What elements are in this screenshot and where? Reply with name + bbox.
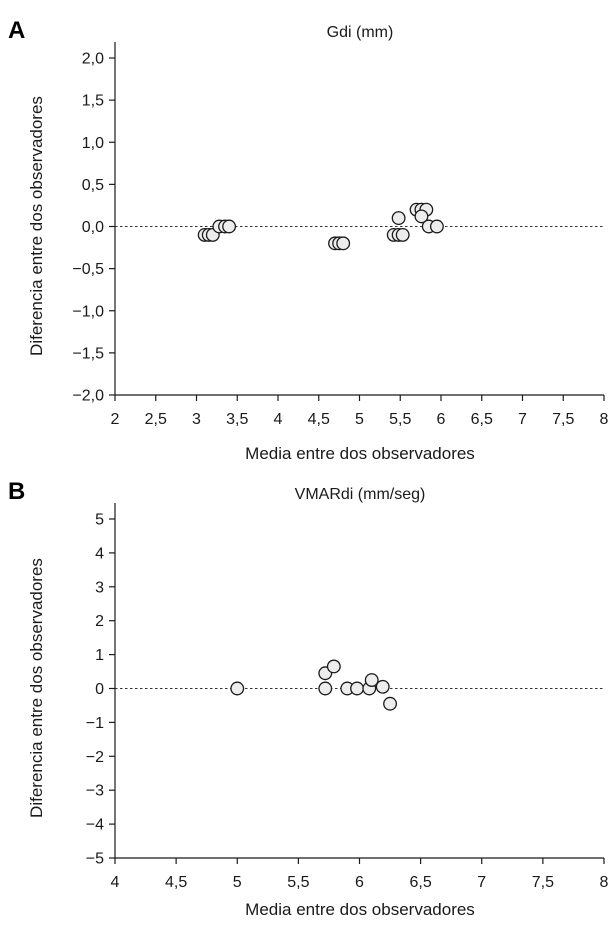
y-tick-label: −1,5 [72, 345, 104, 362]
x-axis-label: Media entre dos observadores [245, 444, 475, 463]
x-tick-label: 5 [233, 874, 242, 891]
y-tick-label: 0,5 [82, 177, 104, 194]
data-points [197, 202, 444, 251]
y-axis-label: Diferencia entre dos observadores [27, 96, 46, 356]
x-axis-label: Media entre dos observadores [245, 900, 475, 919]
y-tick-label: 2 [95, 613, 104, 630]
y-tick-label: 5 [95, 512, 104, 529]
data-point [222, 219, 237, 234]
x-tick-label: 4,5 [308, 411, 330, 428]
data-point [383, 696, 398, 711]
chart-title: Gdi (mm) [327, 24, 394, 41]
x-tick-label: 6 [437, 411, 446, 428]
y-tick-label: 3 [95, 579, 104, 596]
x-tick-label: 2,5 [145, 411, 167, 428]
x-tick-label: 8 [600, 411, 609, 428]
x-tick-label: 8 [600, 874, 609, 891]
y-tick-label: 4 [95, 545, 104, 562]
data-point [350, 681, 365, 696]
y-tick-label: −1 [86, 715, 104, 732]
y-tick-label: −0,5 [72, 261, 104, 278]
x-tick-label: 7 [518, 411, 527, 428]
x-tick-label: 4 [274, 411, 283, 428]
x-tick-label: 4,5 [165, 874, 187, 891]
x-tick-label: 7,5 [552, 411, 574, 428]
y-tick-label: 1,5 [82, 93, 104, 110]
data-point [429, 219, 444, 234]
axis-ticks: 5 4 3 2 1 0 −1 −2 −3 −4 −5 4 4,5 5 5,5 6 6,5 7 7,5 8 [86, 503, 609, 891]
x-tick-label: 5,5 [389, 411, 411, 428]
panel-letter: B [8, 478, 25, 505]
data-point [318, 681, 333, 696]
y-tick-label: −5 [86, 851, 104, 868]
data-point [364, 673, 379, 687]
x-tick-label: 6,5 [471, 411, 493, 428]
chart-title: VMARdi (mm/seg) [295, 486, 426, 503]
y-tick-label: 0 [95, 681, 104, 698]
x-tick-label: 7,5 [532, 874, 554, 891]
y-tick-label: −2 [86, 749, 104, 766]
data-point [375, 679, 390, 694]
y-tick-label: 1 [95, 647, 104, 664]
data-point [326, 659, 341, 674]
data-point [414, 209, 429, 224]
panel-b: B VMARdi (mm/seg) Diferencia entre dos o… [8, 478, 609, 919]
y-tick-label: −1,0 [72, 303, 104, 320]
x-tick-label: 5 [355, 411, 364, 428]
x-tick-label: 5,5 [287, 874, 309, 891]
y-axis-label: Diferencia entre dos observadores [27, 558, 46, 818]
y-tick-label: 1,0 [82, 135, 104, 152]
x-tick-label: 3 [192, 411, 201, 428]
data-point [336, 236, 351, 251]
x-tick-label: 6,5 [410, 874, 432, 891]
x-tick-label: 7 [477, 874, 486, 891]
panel-letter: A [8, 17, 25, 44]
data-points [230, 659, 398, 711]
x-tick-label: 3,5 [226, 411, 248, 428]
axis-ticks: 2,0 1,5 1,0 0,5 0,0 −0,5 −1,0 −1,5 −2,0 2 2,5 3 3,5 4… [72, 42, 609, 428]
y-tick-label: −4 [86, 817, 104, 834]
y-tick-label: 2,0 [82, 51, 104, 68]
x-tick-label: 4 [111, 874, 120, 891]
y-tick-label: −2,0 [72, 388, 104, 405]
x-tick-label: 2 [111, 411, 120, 428]
x-tick-label: 6 [355, 874, 364, 891]
panel-a: A Gdi (mm) Diferencia entre dos observad… [8, 17, 609, 463]
data-point [230, 681, 245, 696]
y-tick-label: −3 [86, 783, 104, 800]
y-tick-label: 0,0 [82, 219, 104, 236]
data-point [391, 211, 406, 226]
data-point [395, 227, 410, 242]
